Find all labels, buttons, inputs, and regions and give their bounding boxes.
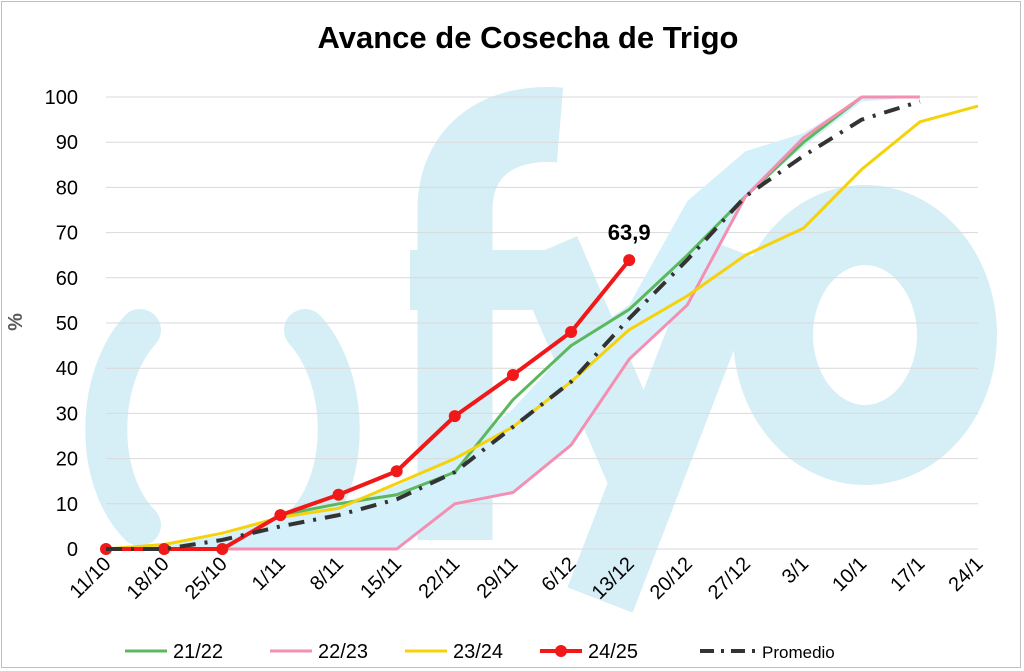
- series-point-24/25: [623, 254, 636, 267]
- series-point-24/25: [158, 543, 171, 555]
- y-tick-label: 80: [56, 177, 78, 199]
- range-band-area: [106, 97, 978, 549]
- y-tick-label: 30: [56, 403, 78, 425]
- x-tick-label: 10/1: [828, 553, 871, 596]
- y-tick-label: 90: [56, 132, 78, 154]
- series-point-24/25: [448, 410, 461, 423]
- legend-label: Promedio: [762, 643, 835, 662]
- x-tick-label: 18/10: [123, 553, 174, 604]
- series-point-24/25: [506, 368, 519, 381]
- legend-label: 24/25: [588, 641, 638, 663]
- x-tick-label: 1/11: [248, 553, 290, 595]
- data-label: 63,9: [608, 220, 651, 245]
- x-tick-label: 20/12: [646, 553, 697, 604]
- x-tick-label: 22/11: [414, 553, 464, 603]
- series-line-22/23: [106, 95, 920, 551]
- x-tick-label: 29/11: [473, 553, 523, 603]
- watermark-o: [733, 185, 997, 485]
- legend-label: 23/24: [453, 641, 503, 663]
- y-axis-label: %: [5, 313, 27, 331]
- legend-label: 22/23: [318, 641, 368, 663]
- y-tick-label: 10: [56, 494, 78, 516]
- x-tick-label: 24/1: [944, 553, 987, 596]
- y-tick-label: 60: [56, 268, 78, 290]
- legend: 21/22 22/23 23/24 24/25 Promedio: [125, 641, 835, 663]
- y-tick-label: 100: [45, 87, 78, 109]
- annotations: 63,9: [608, 220, 651, 245]
- series-point-24/25: [332, 488, 345, 501]
- chart-title: Avance de Cosecha de Trigo: [318, 20, 739, 55]
- legend-label: 21/22: [173, 641, 223, 663]
- range-band: [106, 97, 978, 549]
- series-line-24/25: [106, 258, 631, 551]
- x-tick-label: 3/1: [778, 553, 813, 588]
- y-tick-label: 40: [56, 358, 78, 380]
- series-point-24/25: [274, 509, 287, 522]
- y-axis: 0 10 20 30 40 50 60 70 80 90 100: [45, 87, 78, 561]
- watermark-f-stem: [417, 86, 564, 540]
- watermark-right-paren: [284, 309, 360, 546]
- watermark-left-paren: [85, 309, 161, 546]
- x-tick-label: 25/10: [181, 553, 232, 604]
- x-axis: 11/10 18/10 25/10 1/11 8/11 15/11 22/11 29/11 6/…: [66, 553, 988, 604]
- x-tick-label: 27/12: [704, 553, 755, 604]
- y-tick-label: 70: [56, 223, 78, 245]
- legend-marker-24/25: [555, 645, 567, 657]
- x-tick-label: 15/11: [356, 553, 406, 603]
- x-tick-label: 17/1: [886, 553, 929, 596]
- fyo-watermark: [85, 86, 997, 613]
- series-line-Promedio: [106, 99, 921, 551]
- series-lines: [100, 95, 979, 555]
- y-tick-label: 20: [56, 449, 78, 471]
- series-point-24/25: [216, 543, 229, 555]
- x-tick-label: 8/11: [306, 553, 348, 595]
- series-point-24/25: [390, 465, 403, 478]
- y-tick-label: 0: [67, 539, 78, 561]
- y-tick-label: 50: [56, 313, 78, 335]
- series-point-24/25: [565, 326, 578, 339]
